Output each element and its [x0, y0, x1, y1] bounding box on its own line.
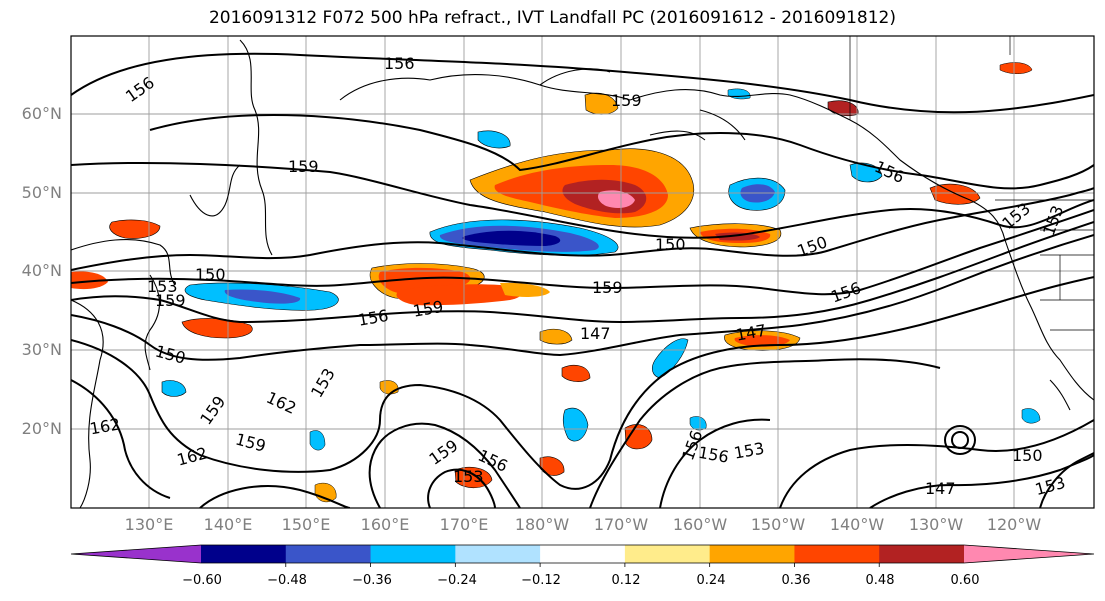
latitude-label: 40°N — [21, 261, 62, 280]
negative-anomaly-patch — [563, 407, 589, 442]
colorbar-extension-high — [964, 545, 1094, 563]
colorbar-tick-label: 0.48 — [865, 573, 895, 588]
longitude-label: 150°E — [281, 515, 331, 534]
longitude-label: 180°W — [514, 515, 570, 534]
positive-anomaly-patch — [500, 282, 550, 297]
coastlines — [71, 39, 1094, 508]
positive-anomaly-patch — [598, 190, 635, 208]
negative-anomaly-patch — [1021, 408, 1041, 424]
positive-anomaly-patch — [181, 318, 253, 339]
negative-anomaly-patch — [477, 130, 511, 149]
latitude-label: 30°N — [21, 340, 62, 359]
map-frame — [70, 35, 1095, 509]
contour-label: 150 — [1012, 446, 1043, 465]
colorbar-segment — [201, 545, 287, 563]
latitude-label: 50°N — [21, 183, 62, 202]
negative-anomaly-patch — [161, 380, 187, 397]
colorbar-tick-label: −0.60 — [182, 573, 222, 588]
contour-label: 150 — [195, 265, 226, 284]
longitude-label: 140°W — [829, 515, 885, 534]
negative-anomaly-patch — [462, 230, 561, 246]
longitude-label: 170°E — [439, 515, 489, 534]
colorbar-tick-label: 0.60 — [950, 573, 980, 588]
colorbar-extension-low — [71, 545, 201, 563]
longitude-label: 150°W — [750, 515, 806, 534]
positive-anomaly-patch — [396, 284, 521, 306]
contour-label: 156 — [384, 54, 415, 73]
colorbar-segment — [540, 545, 626, 563]
colorbar-tick-label: −0.48 — [267, 573, 307, 588]
latitude-label: 60°N — [21, 104, 62, 123]
longitude-label: 160°E — [360, 515, 410, 534]
contour-label: 159 — [611, 91, 642, 110]
contour-label: 159 — [288, 157, 319, 176]
negative-anomaly-patch — [309, 430, 326, 451]
colorbar-outline — [70, 544, 1095, 564]
latitude-label: 20°N — [21, 419, 62, 438]
colorbar-segment — [455, 545, 541, 563]
positive-anomaly-patch — [734, 335, 790, 347]
positive-anomaly-patch — [584, 92, 619, 115]
colorbar-tick-label: 0.12 — [611, 573, 641, 588]
contour-label: 153 — [453, 467, 484, 486]
contour-label: 150 — [655, 235, 686, 254]
contour-label: 159 — [155, 291, 186, 310]
positive-anomaly-patch — [561, 365, 591, 382]
colorbar-segment — [879, 545, 965, 563]
longitude-label: 120°W — [986, 515, 1042, 534]
colorbar-tick-label: −0.36 — [352, 573, 392, 588]
longitude-label: 130°W — [908, 515, 964, 534]
longitude-label: 140°E — [203, 515, 253, 534]
longitude-label: 130°E — [124, 515, 174, 534]
negative-anomaly-patch — [651, 338, 689, 379]
contour-label: 147 — [925, 479, 956, 498]
colorbar-segment — [285, 545, 372, 563]
contour-label: 159 — [592, 278, 623, 297]
colorbar — [70, 544, 1095, 567]
colorbar-tick-label: 0.24 — [696, 573, 726, 588]
colorbar-segment — [370, 545, 456, 563]
positive-anomaly-patch — [71, 271, 108, 290]
colorbar-segment — [794, 545, 880, 563]
map-title: 2016091312 F072 500 hPa refract., IVT La… — [208, 8, 896, 28]
negative-anomaly-patch — [224, 289, 301, 304]
longitude-label: 160°W — [672, 515, 728, 534]
negative-anomaly-patch — [689, 416, 707, 431]
longitude-label: 170°W — [593, 515, 649, 534]
colorbar-segment — [709, 545, 795, 563]
positive-anomaly-patch — [109, 219, 161, 239]
colorbar-tick-label: 0.36 — [781, 573, 811, 588]
colorbar-tick-label: −0.12 — [521, 573, 561, 588]
graticule — [71, 36, 1094, 508]
colorbar-segment — [624, 545, 711, 563]
country-borders — [849, 36, 1094, 331]
contour-label: 153 — [147, 277, 178, 296]
contour-label: 147 — [580, 324, 611, 343]
colorbar-tick-label: −0.24 — [437, 573, 477, 588]
positive-anomaly-patch — [539, 328, 573, 345]
contour-lines — [71, 52, 1094, 508]
